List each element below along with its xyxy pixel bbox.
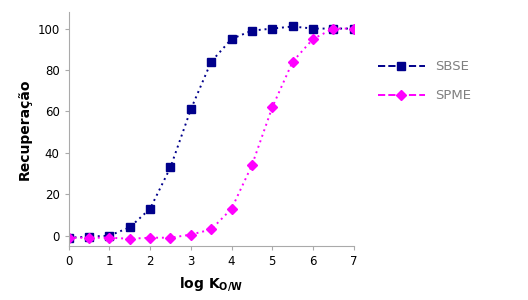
SPME <box>127 237 133 241</box>
SBSE <box>289 25 296 28</box>
SBSE <box>330 27 336 30</box>
SBSE <box>229 37 235 41</box>
SPME <box>208 228 214 231</box>
SBSE <box>147 207 153 211</box>
SPME <box>269 106 276 109</box>
X-axis label: log $\mathbf{K}_{\mathbf{O/W}}$: log $\mathbf{K}_{\mathbf{O/W}}$ <box>179 275 243 293</box>
Line: SPME: SPME <box>65 25 357 243</box>
SBSE <box>269 27 276 30</box>
SPME <box>147 236 153 239</box>
Legend: SBSE, SPME: SBSE, SPME <box>372 54 478 109</box>
SBSE <box>167 166 174 169</box>
Line: SBSE: SBSE <box>65 23 357 242</box>
SBSE <box>208 60 214 64</box>
SBSE <box>249 29 255 32</box>
SPME <box>167 236 174 239</box>
Y-axis label: Recuperação: Recuperação <box>18 78 32 180</box>
SPME <box>330 27 336 30</box>
SBSE <box>127 226 133 229</box>
SPME <box>229 207 235 211</box>
SBSE <box>86 235 92 238</box>
SPME <box>289 60 296 64</box>
SBSE <box>187 107 194 111</box>
SPME <box>351 27 357 30</box>
SPME <box>65 236 72 239</box>
SBSE <box>351 27 357 30</box>
SPME <box>310 37 316 41</box>
SPME <box>106 236 112 239</box>
SPME <box>187 233 194 236</box>
SBSE <box>106 234 112 237</box>
SPME <box>86 236 92 239</box>
SBSE <box>310 27 316 30</box>
SPME <box>249 164 255 167</box>
SBSE <box>65 236 72 239</box>
